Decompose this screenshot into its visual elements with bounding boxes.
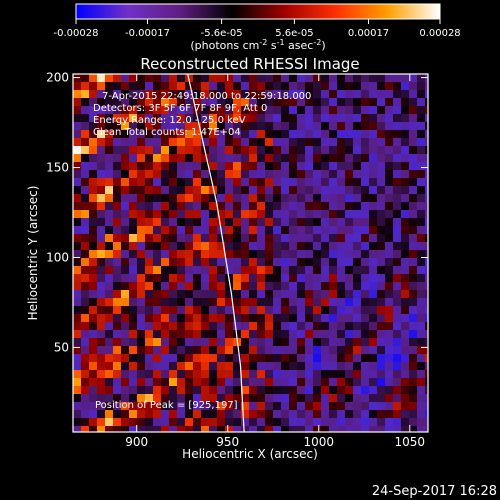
colorbar-tick-label: 0.00017: [348, 28, 389, 39]
y-tick-label: 100: [46, 250, 69, 264]
colorbar-tick-label: 5.6e-05: [275, 28, 313, 39]
annotation-counts: Clean Total counts: 1.47E+04: [93, 127, 241, 138]
annotation-energy-range: Energy Range: 12.0 - 25.0 keV: [93, 115, 246, 126]
x-tick-label: 1050: [395, 435, 426, 449]
y-axis-ticks: 50 100 150 200: [46, 71, 428, 354]
colorbar-tick-label: -0.00028: [54, 28, 99, 39]
annotation-time-range: 7-Apr-2015 22:49:18.000 to 22:59:18.000: [102, 91, 311, 102]
annotation-detectors: Detectors: 3F 5F 6F 7F 8F 9F, Att 0: [93, 103, 267, 114]
colorbar-tick-label: -0.00017: [125, 28, 170, 39]
peak-position-label: Position of Peak = [925,197]: [95, 400, 238, 411]
y-tick-label: 200: [46, 71, 69, 85]
y-tick-label: 50: [54, 340, 69, 354]
x-tick-label: 950: [216, 435, 239, 449]
x-tick-label: 1000: [303, 435, 334, 449]
x-tick-label: 900: [125, 435, 148, 449]
y-tick-label: 150: [46, 161, 69, 175]
plot-frame: [72, 73, 429, 433]
x-axis-label: Heliocentric X (arcsec): [182, 447, 318, 461]
y-axis-label: Heliocentric Y (arcsec): [26, 186, 40, 321]
chart-title: Reconstructed RHESSI Image: [140, 55, 359, 73]
colorbar-label: (photons cm-2 s-1 asec-2): [190, 38, 325, 52]
heatmap: [73, 74, 428, 432]
footer-timestamp: 24-Sep-2017 16:28: [372, 484, 497, 499]
colorbar-tick-label: -5.6e-05: [201, 28, 243, 39]
solar-limb-line: [187, 74, 245, 432]
annotations: 7-Apr-2015 22:49:18.000 to 22:59:18.000 …: [93, 91, 311, 411]
colorbar-ticks: -0.00028 -0.00017 -5.6e-05 5.6e-05 0.00017 0.…: [54, 19, 461, 39]
colorbar-tick-label: 0.00028: [419, 28, 460, 39]
colorbar: [75, 3, 441, 20]
x-axis-ticks: 900 950 1000 1050: [125, 74, 425, 449]
